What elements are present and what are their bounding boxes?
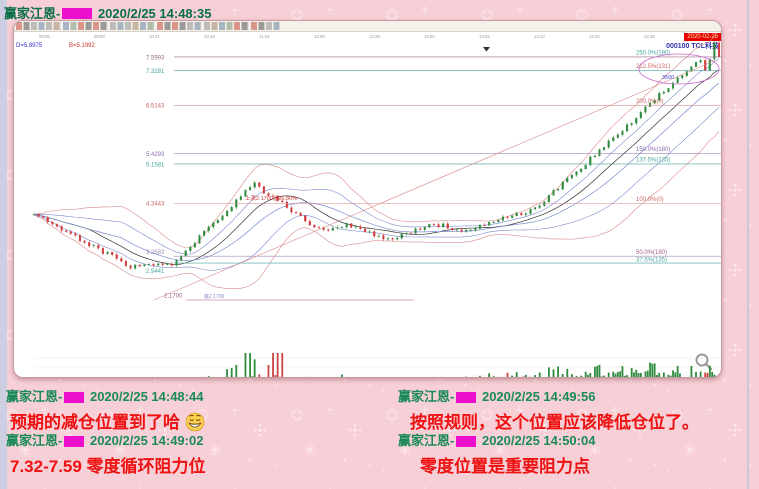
svg-text:底2.1700: 底2.1700 bbox=[204, 293, 225, 300]
svg-text:100.0%(0): 100.0%(0) bbox=[636, 197, 664, 203]
svg-text:6.5143: 6.5143 bbox=[146, 104, 165, 110]
svg-text:3.2583: 3.2583 bbox=[146, 250, 165, 256]
svg-text:3500: 3500 bbox=[662, 75, 674, 81]
svg-text:150.0%(180): 150.0%(180) bbox=[636, 147, 670, 153]
svg-text:2.9441: 2.9441 bbox=[146, 269, 165, 275]
svg-text:250.0%(180): 250.0%(180) bbox=[636, 51, 670, 57]
svg-text:5.4293: 5.4293 bbox=[146, 152, 165, 158]
svg-text:上涨2.1700@95.80%: 上涨2.1700@95.80% bbox=[245, 194, 297, 202]
svg-text:37.5%(135): 37.5%(135) bbox=[636, 258, 667, 264]
svg-text:7.3281: 7.3281 bbox=[146, 69, 165, 75]
svg-text:137.5%(135): 137.5%(135) bbox=[636, 158, 670, 164]
svg-text:5.1581: 5.1581 bbox=[146, 162, 165, 168]
svg-text:7.5993: 7.5993 bbox=[146, 55, 165, 61]
svg-text:4.3443: 4.3443 bbox=[146, 202, 165, 208]
svg-text:50.0%(180): 50.0%(180) bbox=[636, 250, 667, 256]
svg-text:200.0%(0): 200.0%(0) bbox=[636, 99, 664, 105]
svg-text:212.5%(131): 212.5%(131) bbox=[636, 64, 670, 70]
